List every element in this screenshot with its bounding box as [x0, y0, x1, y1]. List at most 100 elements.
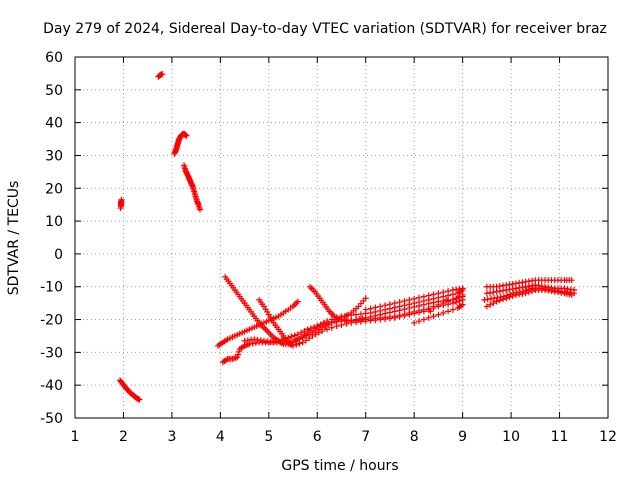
data-point [386, 301, 393, 308]
data-point [483, 303, 490, 310]
data-point [435, 311, 442, 318]
data-point [416, 307, 423, 314]
data-point [367, 305, 374, 312]
data-point [503, 295, 510, 302]
y-tick-label: 20 [45, 181, 63, 197]
data-point [459, 301, 466, 308]
data-point [509, 293, 516, 300]
data-point [522, 290, 529, 297]
data-point [459, 291, 466, 298]
data-point [440, 289, 447, 296]
data-point [328, 319, 335, 326]
data-point [320, 319, 327, 326]
data-point [396, 299, 403, 306]
data-point [440, 300, 447, 307]
data-point [435, 301, 442, 308]
data-point [425, 314, 432, 321]
data-point [440, 309, 447, 316]
data-point [420, 316, 427, 323]
x-axis-label: GPS time / hours [281, 458, 398, 474]
data-point [294, 298, 301, 305]
data-point [136, 396, 143, 403]
y-tick-label: 0 [54, 247, 63, 263]
data-point [401, 297, 408, 304]
data-point [288, 333, 295, 340]
data-point [416, 318, 423, 325]
y-axis-label: SDTVAR / TECUs [6, 181, 22, 296]
data-point [525, 289, 532, 296]
data-point [117, 204, 124, 211]
data-point [306, 331, 313, 338]
axis-ticks: 1 2 3 4 5 6 7 8 9 10 11 12-50-40-30-20-100102030405… [40, 50, 617, 445]
data-point [234, 354, 241, 361]
data-point [362, 295, 369, 302]
data-point [411, 319, 418, 326]
data-point [325, 321, 332, 328]
data-point [391, 300, 398, 307]
data-point [290, 337, 297, 344]
data-point [443, 296, 450, 303]
data-point [319, 324, 326, 331]
data-point [401, 311, 408, 318]
data-point [449, 296, 456, 303]
data-point [338, 322, 345, 329]
data-point [430, 291, 437, 298]
data-point [296, 335, 303, 342]
data-point [159, 71, 166, 78]
data-point [500, 296, 507, 303]
x-tick-label: 1 [71, 429, 80, 445]
data-point [427, 308, 434, 315]
data-point [309, 329, 316, 336]
plot-frame [74, 56, 609, 419]
data-point [314, 323, 321, 330]
x-tick-label: 3 [167, 429, 176, 445]
data-point [406, 296, 413, 303]
data-point [430, 303, 437, 310]
y-tick-label: -20 [40, 313, 63, 329]
data-point [406, 309, 413, 316]
data-point [420, 306, 427, 313]
data-point [391, 313, 398, 320]
data-point [235, 351, 242, 358]
x-tick-label: 12 [599, 429, 617, 445]
data-point [317, 321, 324, 328]
data-point [435, 290, 442, 297]
data-point [445, 288, 452, 295]
x-tick-label: 7 [361, 429, 370, 445]
data-point [411, 308, 418, 315]
data-point [487, 301, 494, 308]
data-point [315, 326, 322, 333]
y-tick-label: 30 [45, 148, 63, 164]
data-point [197, 206, 204, 213]
data-point [183, 132, 190, 139]
x-tick-label: 4 [216, 429, 225, 445]
data-point [312, 328, 319, 335]
data-point [420, 293, 427, 300]
data-point [343, 320, 350, 327]
data-point [445, 308, 452, 315]
data-point [449, 306, 456, 313]
y-tick-label: 10 [45, 214, 63, 230]
y-tick-label: 40 [45, 116, 63, 132]
data-point [490, 300, 497, 307]
data-point [344, 311, 351, 318]
y-tick-label: -30 [40, 345, 63, 361]
data-point [302, 332, 309, 339]
y-tick-label: 50 [45, 83, 63, 99]
data-point [568, 277, 575, 284]
data-point [372, 304, 379, 311]
x-tick-label: 5 [264, 429, 273, 445]
data-points [117, 71, 578, 403]
data-point [235, 348, 242, 355]
data-point [299, 334, 306, 341]
y-tick-label: -50 [40, 411, 63, 427]
data-point [425, 292, 432, 299]
x-tick-label: 10 [502, 429, 520, 445]
data-point [377, 303, 384, 310]
y-tick-label: -10 [40, 280, 63, 296]
data-point [396, 312, 403, 319]
data-point [459, 285, 466, 292]
x-tick-label: 11 [551, 429, 569, 445]
data-point [332, 318, 339, 325]
